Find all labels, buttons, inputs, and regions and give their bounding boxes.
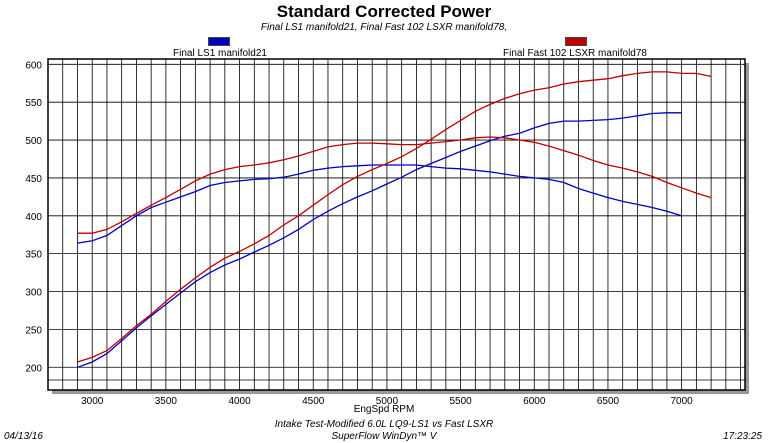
y-tick-label: 400	[25, 212, 42, 223]
date: 04/13/16	[4, 431, 43, 442]
x-tick-label: 3500	[155, 396, 178, 407]
x-tick-label: 4500	[302, 396, 325, 407]
x-tick-label: 7000	[671, 396, 694, 407]
test-name: Intake Test-Modified 6.0L LQ9-LS1 vs Fas…	[274, 419, 494, 430]
y-tick-label: 500	[25, 136, 42, 147]
y-tick-label: 550	[25, 98, 42, 109]
x-tick-label: 5000	[376, 396, 399, 407]
y-tick-label: 300	[25, 288, 42, 299]
y-tick-label: 250	[25, 325, 42, 336]
legend-label-ls1: Final LS1 manifold21	[173, 48, 267, 59]
series-line-0-1	[77, 164, 682, 244]
legend-swatch-ls1	[208, 37, 230, 46]
y-tick-label: 200	[25, 363, 42, 374]
y-tick-label: 600	[25, 60, 42, 71]
x-tick-label: 5500	[449, 396, 472, 407]
plot-frame	[47, 58, 746, 391]
x-tick-label: 4000	[228, 396, 251, 407]
legend-swatch-lsxr	[565, 37, 587, 46]
series-line-1-0	[77, 71, 712, 363]
y-tick-label: 450	[25, 174, 42, 185]
x-tick-label: 6000	[523, 396, 546, 407]
series-line-0-0	[77, 112, 682, 368]
y-tick-label: 350	[25, 250, 42, 261]
x-tick-label: 3000	[81, 396, 104, 407]
chart-subtitle: Final LS1 manifold21, Final Fast 102 LSX…	[260, 22, 508, 33]
legend-label-lsxr: Final Fast 102 LSXR manifold78	[503, 48, 647, 59]
x-axis-label: EngSpd RPM	[353, 404, 415, 415]
software-name: SuperFlow WinDyn™ V	[331, 431, 437, 442]
chart-title: Standard Corrected Power	[276, 2, 492, 21]
time: 17:23:25	[723, 431, 762, 442]
x-tick-label: 6500	[597, 396, 620, 407]
series-line-1-1	[77, 136, 712, 234]
